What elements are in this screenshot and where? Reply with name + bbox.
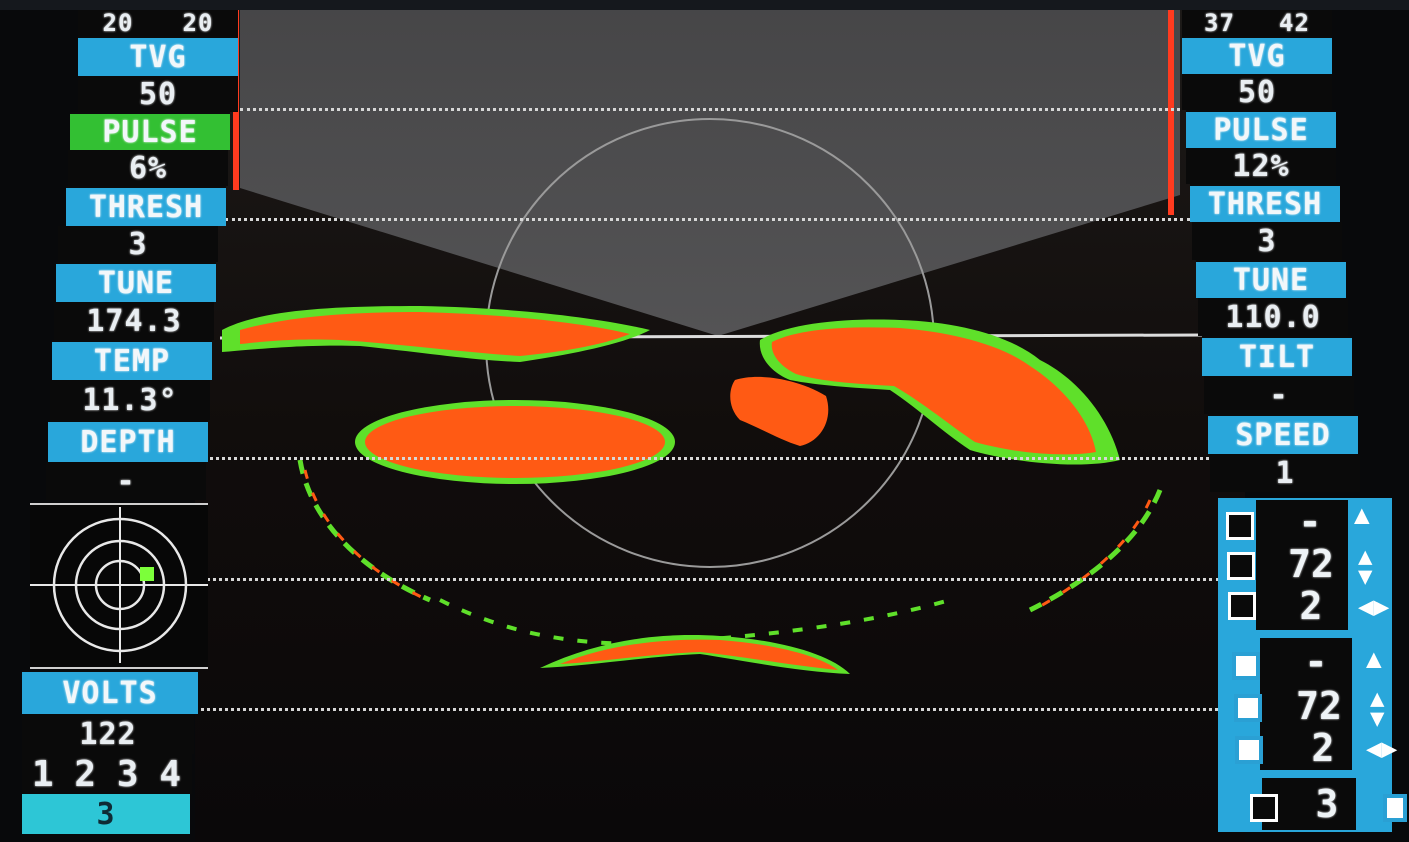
left-depth-value: - bbox=[46, 462, 206, 500]
channel-4[interactable]: 4 bbox=[159, 753, 183, 795]
left-tvg-value: 50 bbox=[78, 76, 238, 112]
left-tune-label[interactable]: TUNE bbox=[56, 262, 216, 302]
range-line-4 bbox=[200, 578, 1220, 581]
option-tile[interactable] bbox=[1383, 794, 1407, 822]
left-temp-label[interactable]: TEMP bbox=[52, 340, 212, 380]
left-top-values: 20 20 bbox=[78, 9, 238, 37]
right-speed-label[interactable]: SPEED bbox=[1208, 414, 1358, 454]
bottom-value: 3 bbox=[1315, 782, 1339, 826]
group1-value-2: 2 bbox=[1299, 584, 1323, 628]
grey-wedge bbox=[240, 10, 1180, 336]
right-top-values: 37 42 bbox=[1182, 9, 1332, 37]
echo-upper-left bbox=[222, 306, 650, 362]
left-status-panel-mid: THRESH 3 TUNE 174.3 TEMP 11.3° DEPTH - bbox=[46, 186, 226, 500]
left-right-arrow-icon[interactable]: ◀▶ bbox=[1366, 734, 1398, 764]
group1-dash: - bbox=[1298, 500, 1322, 544]
option-tile[interactable] bbox=[1226, 512, 1254, 540]
right-tune-label[interactable]: TUNE bbox=[1196, 260, 1346, 298]
right-tvg-label[interactable]: TVG bbox=[1182, 36, 1332, 74]
left-top-value-1: 20 bbox=[102, 9, 134, 37]
range-line-3 bbox=[210, 457, 1215, 460]
left-volts-value: 122 bbox=[22, 714, 194, 754]
control-group-2[interactable] bbox=[1260, 638, 1352, 770]
left-status-panel: 20 20 TVG 50 PULSE 6% bbox=[68, 9, 238, 186]
tilt-up-icon[interactable]: ▲ bbox=[1354, 500, 1370, 530]
range-line-2 bbox=[225, 218, 1190, 221]
left-volts-label[interactable]: VOLTS bbox=[22, 670, 198, 714]
channel-1[interactable]: 1 bbox=[31, 753, 55, 795]
right-speed-value: 1 bbox=[1210, 454, 1360, 492]
right-pulse-label[interactable]: PULSE bbox=[1186, 110, 1336, 148]
option-tile[interactable] bbox=[1227, 552, 1255, 580]
left-status-panel-bottom: VOLTS 122 1 2 3 4 3 bbox=[22, 670, 198, 834]
channel-2[interactable]: 2 bbox=[74, 753, 98, 795]
right-tilt-value: - bbox=[1204, 376, 1354, 414]
right-thresh-label[interactable]: THRESH bbox=[1190, 184, 1340, 222]
left-pulse-label[interactable]: PULSE bbox=[70, 112, 230, 150]
square-marker-icon bbox=[140, 567, 154, 581]
range-line-5 bbox=[195, 708, 1230, 711]
left-right-arrow-icon[interactable]: ◀▶ bbox=[1358, 592, 1390, 622]
option-tile[interactable] bbox=[1232, 652, 1260, 680]
echo-fish-school bbox=[355, 400, 675, 484]
right-red-marker bbox=[1168, 10, 1174, 215]
channel-3[interactable]: 3 bbox=[116, 753, 140, 795]
right-tvg-value: 50 bbox=[1182, 74, 1332, 110]
left-tvg-label[interactable]: TVG bbox=[78, 36, 238, 76]
group2-dash: - bbox=[1304, 640, 1328, 684]
up-down-arrow-icon[interactable]: ▲ ▼ bbox=[1370, 684, 1385, 732]
group2-value-1: 72 bbox=[1296, 684, 1342, 728]
option-tile[interactable] bbox=[1234, 694, 1262, 722]
left-depth-label[interactable]: DEPTH bbox=[48, 420, 208, 462]
echo-upper-right bbox=[730, 319, 1120, 465]
option-tile[interactable] bbox=[1235, 736, 1263, 764]
right-pulse-value: 12% bbox=[1186, 148, 1336, 184]
left-top-value-2: 20 bbox=[182, 9, 214, 37]
left-thresh-label[interactable]: THRESH bbox=[66, 186, 226, 226]
tilt-up-icon[interactable]: ▲ bbox=[1366, 644, 1382, 674]
right-tilt-label[interactable]: TILT bbox=[1202, 336, 1352, 376]
right-tune-value: 110.0 bbox=[1198, 298, 1348, 336]
control-group-1[interactable] bbox=[1256, 500, 1348, 630]
option-tile[interactable] bbox=[1250, 794, 1278, 822]
left-tune-value: 174.3 bbox=[54, 302, 214, 340]
left-temp-value: 11.3° bbox=[50, 380, 210, 420]
channel-selector[interactable]: 1 2 3 4 bbox=[22, 753, 192, 795]
right-thresh-value: 3 bbox=[1192, 222, 1342, 260]
left-thresh-value: 3 bbox=[58, 226, 218, 262]
right-top-value-1: 37 bbox=[1204, 9, 1235, 37]
selected-channel[interactable]: 3 bbox=[22, 794, 190, 834]
group2-value-2: 2 bbox=[1311, 726, 1335, 770]
group1-value-1: 72 bbox=[1288, 542, 1334, 586]
right-top-value-2: 42 bbox=[1279, 9, 1310, 37]
bezel bbox=[0, 0, 1409, 10]
range-line-1 bbox=[240, 108, 1180, 111]
target-rings-widget[interactable] bbox=[30, 503, 208, 669]
left-pulse-value: 6% bbox=[68, 150, 228, 186]
option-tile[interactable] bbox=[1228, 592, 1256, 620]
echo-bottom-arc bbox=[297, 459, 1163, 674]
up-down-arrow-icon[interactable]: ▲ ▼ bbox=[1358, 542, 1373, 590]
right-status-panel: 37 42 TVG 50 PULSE 12% THRESH 3 TUNE 110… bbox=[1182, 9, 1360, 492]
target-rings-icon bbox=[30, 507, 208, 663]
